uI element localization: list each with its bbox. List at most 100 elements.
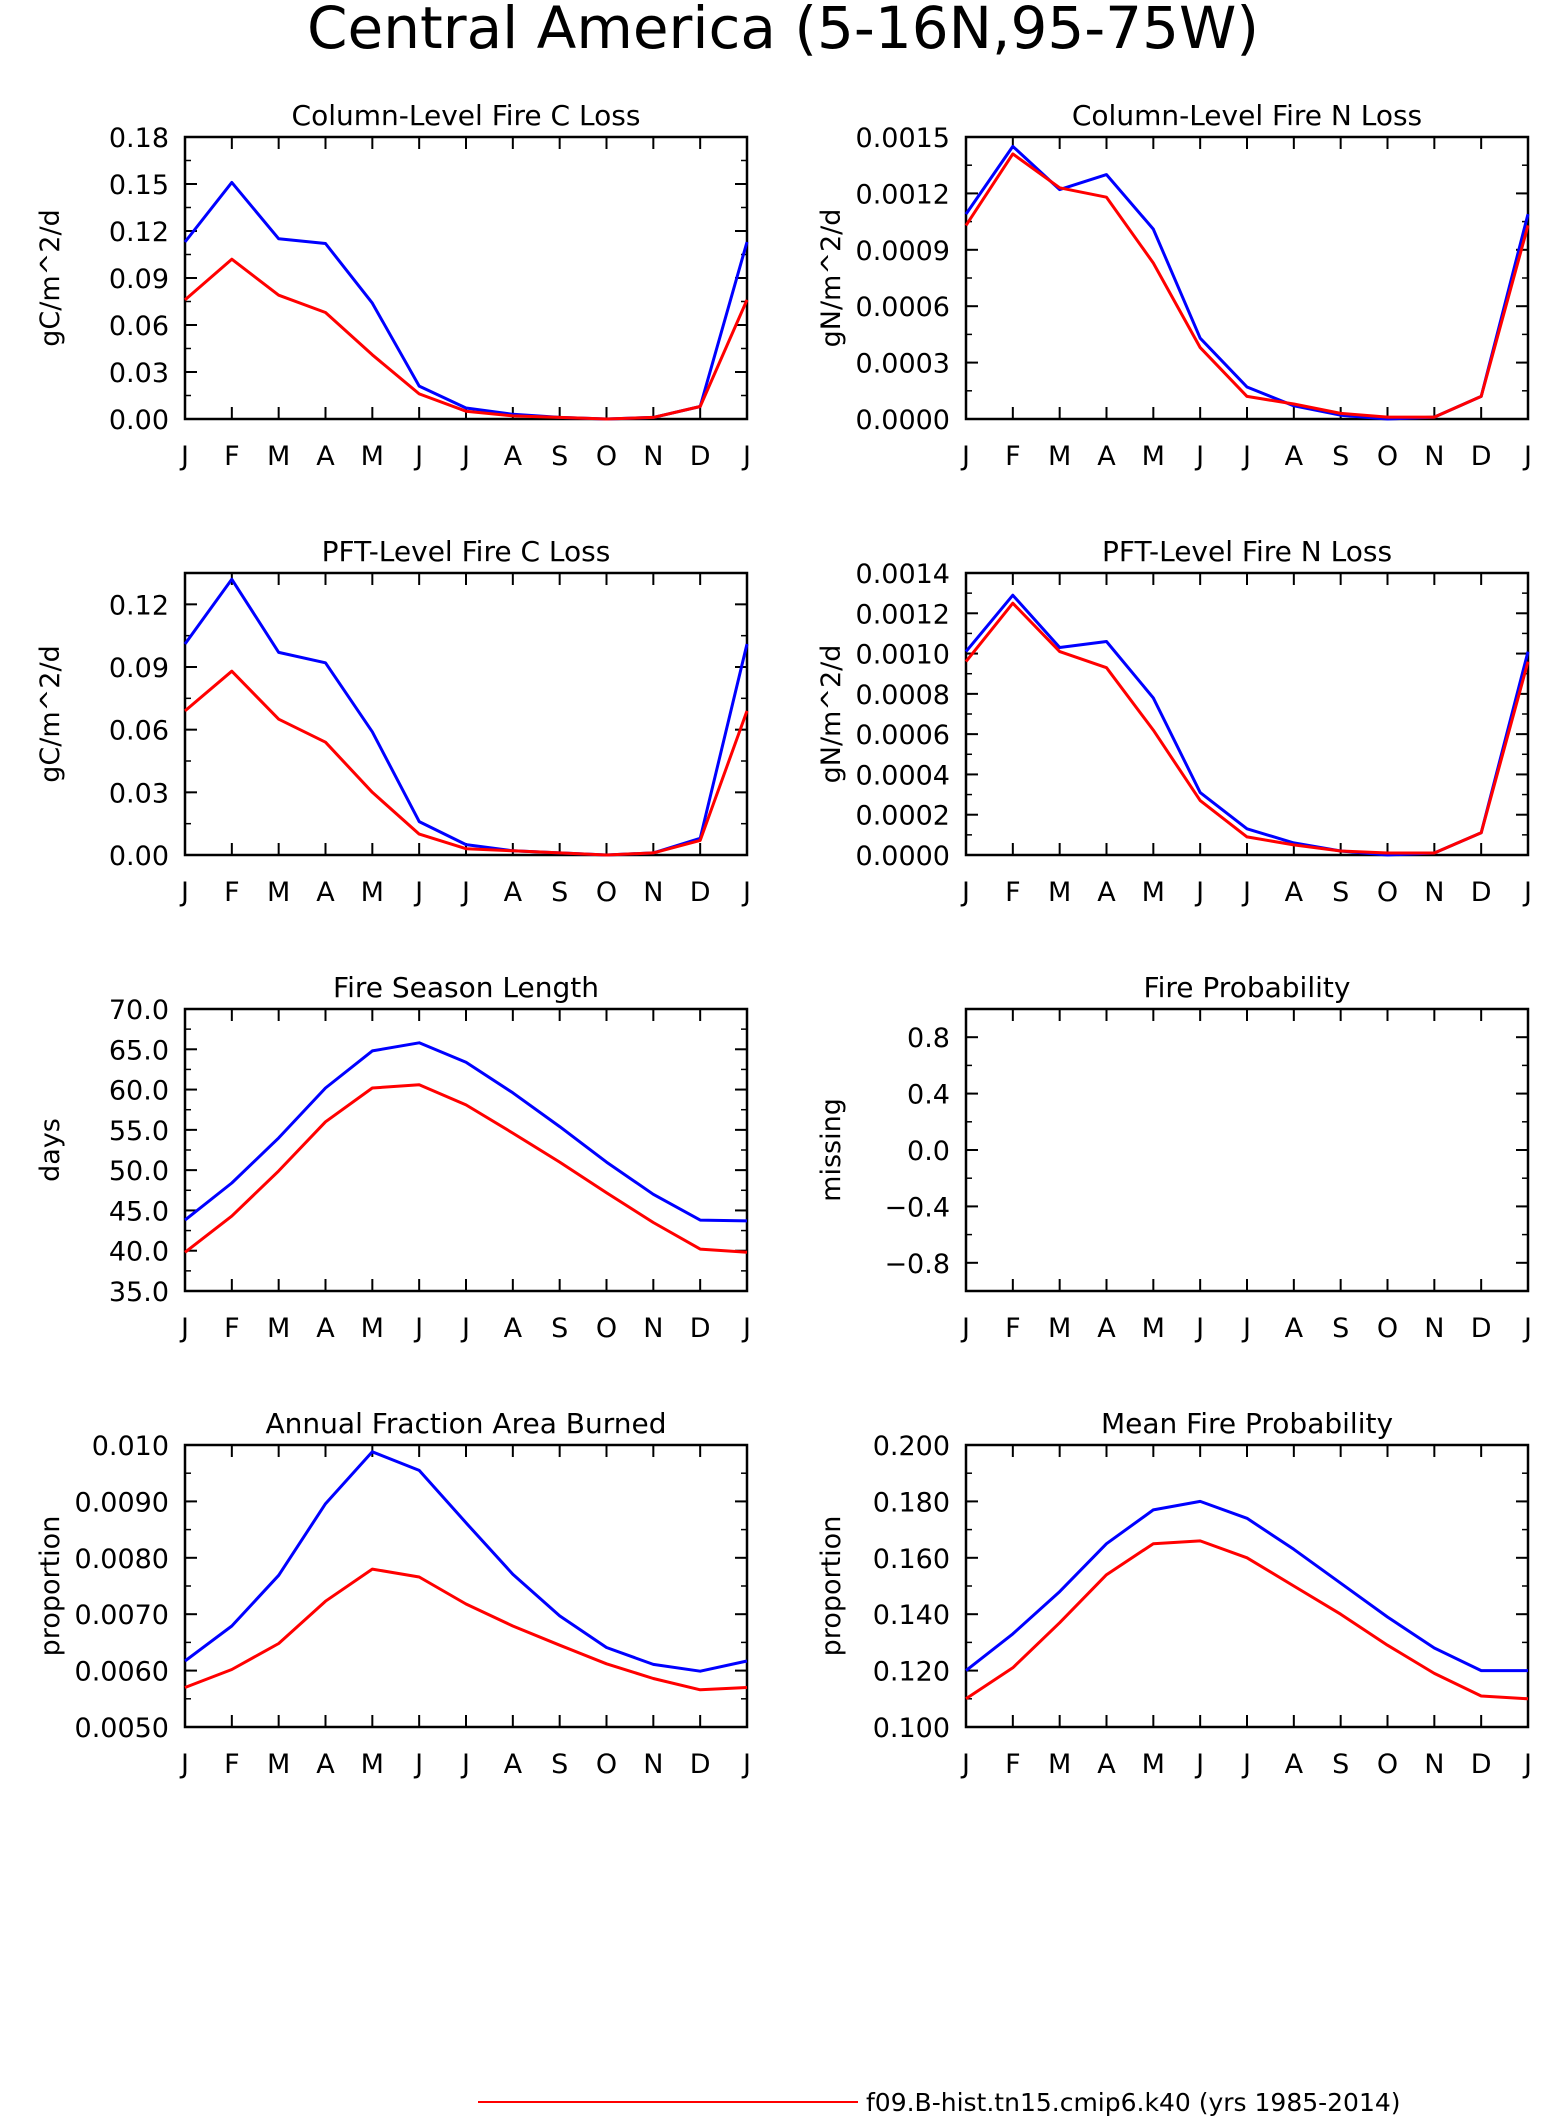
x-tick-label: A bbox=[504, 441, 523, 472]
x-tick-label: J bbox=[413, 441, 423, 472]
x-tick-label: J bbox=[460, 1749, 470, 1780]
x-tick-label: S bbox=[551, 1749, 568, 1780]
y-tick-label: 0.0000 bbox=[856, 405, 950, 436]
y-tick-label: 0.09 bbox=[109, 653, 169, 684]
y-tick-label: 65.0 bbox=[109, 1035, 169, 1066]
y-tick-label: 35.0 bbox=[109, 1277, 169, 1308]
x-tick-label: F bbox=[1005, 1313, 1021, 1344]
x-tick-label: J bbox=[1522, 441, 1532, 472]
x-tick-label: J bbox=[1522, 1313, 1532, 1344]
x-tick-label: A bbox=[1285, 1313, 1304, 1344]
x-tick-label: A bbox=[1285, 877, 1304, 908]
x-tick-label: A bbox=[1285, 441, 1304, 472]
y-tick-label: 0.200 bbox=[873, 1431, 950, 1462]
x-tick-label: M bbox=[267, 441, 290, 472]
y-tick-label: 0.0012 bbox=[856, 599, 950, 630]
x-tick-label: O bbox=[1377, 441, 1398, 472]
x-tick-label: M bbox=[361, 877, 384, 908]
x-tick-label: O bbox=[596, 441, 617, 472]
x-tick-label: J bbox=[179, 441, 189, 472]
x-tick-label: D bbox=[690, 1313, 711, 1344]
series-line-blue bbox=[965, 1499, 1528, 1673]
x-tick-label: M bbox=[361, 1313, 384, 1344]
y-tick-label: 40.0 bbox=[109, 1237, 169, 1268]
x-tick-label: M bbox=[361, 1749, 384, 1780]
panel-title: Fire Season Length bbox=[333, 971, 599, 1004]
panel-title: Fire Probability bbox=[1144, 971, 1351, 1004]
series-line-blue bbox=[184, 1041, 748, 1223]
x-tick-label: A bbox=[504, 1749, 523, 1780]
panel-title: PFT-Level Fire C Loss bbox=[322, 535, 611, 568]
x-tick-label: D bbox=[1471, 441, 1492, 472]
y-tick-label: 55.0 bbox=[109, 1116, 169, 1147]
y-tick-label: 0.00 bbox=[109, 841, 169, 872]
x-tick-label: J bbox=[1241, 441, 1251, 472]
x-tick-label: N bbox=[1424, 1313, 1444, 1344]
y-tick-label: 0.0014 bbox=[856, 559, 950, 590]
series-line-red bbox=[965, 1539, 1529, 1701]
x-tick-label: M bbox=[267, 877, 290, 908]
y-tick-label: 0.09 bbox=[109, 264, 169, 295]
y-tick-label: 0.06 bbox=[109, 311, 169, 342]
y-tick-label: 0.03 bbox=[109, 778, 169, 809]
y-tick-label: 0.010 bbox=[92, 1431, 169, 1462]
x-tick-label: A bbox=[1097, 1313, 1116, 1344]
x-tick-label: J bbox=[1522, 1749, 1532, 1780]
y-tick-label: 0.00 bbox=[109, 405, 169, 436]
x-tick-label: J bbox=[460, 441, 470, 472]
x-tick-label: M bbox=[1048, 1749, 1071, 1780]
x-tick-label: M bbox=[267, 1749, 290, 1780]
x-tick-label: D bbox=[1471, 1749, 1492, 1780]
y-tick-label: 0.8 bbox=[907, 1023, 950, 1054]
x-tick-label: J bbox=[460, 1313, 470, 1344]
x-tick-label: M bbox=[1048, 441, 1071, 472]
x-tick-label: J bbox=[960, 441, 970, 472]
y-tick-label: 0.180 bbox=[873, 1487, 950, 1518]
series-line-blue bbox=[964, 144, 1530, 421]
x-tick-label: F bbox=[1005, 877, 1021, 908]
plot-frame bbox=[183, 571, 749, 857]
y-tick-label: 0.0008 bbox=[856, 680, 950, 711]
x-tick-label: J bbox=[413, 1749, 423, 1780]
x-tick-label: N bbox=[643, 441, 663, 472]
x-tick-label: F bbox=[224, 877, 240, 908]
x-tick-label: S bbox=[551, 1313, 568, 1344]
y-tick-label: 50.0 bbox=[109, 1156, 169, 1187]
x-tick-label: J bbox=[1194, 1313, 1204, 1344]
y-tick-label: 0.0 bbox=[907, 1136, 950, 1167]
series-line-red bbox=[964, 601, 1530, 855]
y-tick-label: 0.15 bbox=[109, 170, 169, 201]
y-axis-label: gC/m^2/d bbox=[35, 209, 66, 346]
y-tick-label: 0.0090 bbox=[75, 1487, 169, 1518]
x-tick-label: J bbox=[960, 877, 970, 908]
panel-title: Annual Fraction Area Burned bbox=[266, 1407, 667, 1440]
series-line-blue bbox=[184, 1450, 748, 1673]
series-line-blue bbox=[183, 180, 749, 421]
x-tick-label: F bbox=[224, 441, 240, 472]
x-tick-label: O bbox=[1377, 1313, 1398, 1344]
y-tick-label: 0.06 bbox=[109, 716, 169, 747]
y-tick-label: 60.0 bbox=[109, 1076, 169, 1107]
series-line-red bbox=[184, 257, 749, 421]
x-tick-label: J bbox=[413, 1313, 423, 1344]
y-tick-label: 0.160 bbox=[873, 1544, 950, 1575]
x-tick-label: A bbox=[316, 1749, 335, 1780]
series-line-red bbox=[184, 669, 749, 857]
x-tick-label: O bbox=[1377, 877, 1398, 908]
x-tick-label: A bbox=[1097, 441, 1116, 472]
y-axis-label: days bbox=[35, 1118, 66, 1182]
x-tick-label: O bbox=[1377, 1749, 1398, 1780]
y-axis-label: gN/m^2/d bbox=[816, 645, 847, 784]
x-tick-label: M bbox=[1142, 1313, 1165, 1344]
x-tick-label: A bbox=[1097, 877, 1116, 908]
x-tick-label: D bbox=[1471, 877, 1492, 908]
x-tick-label: N bbox=[1424, 1749, 1444, 1780]
x-tick-label: O bbox=[596, 1313, 617, 1344]
x-tick-label: J bbox=[1522, 877, 1532, 908]
series-line-blue bbox=[183, 577, 749, 857]
x-tick-label: N bbox=[1424, 877, 1444, 908]
x-tick-label: N bbox=[1424, 441, 1444, 472]
